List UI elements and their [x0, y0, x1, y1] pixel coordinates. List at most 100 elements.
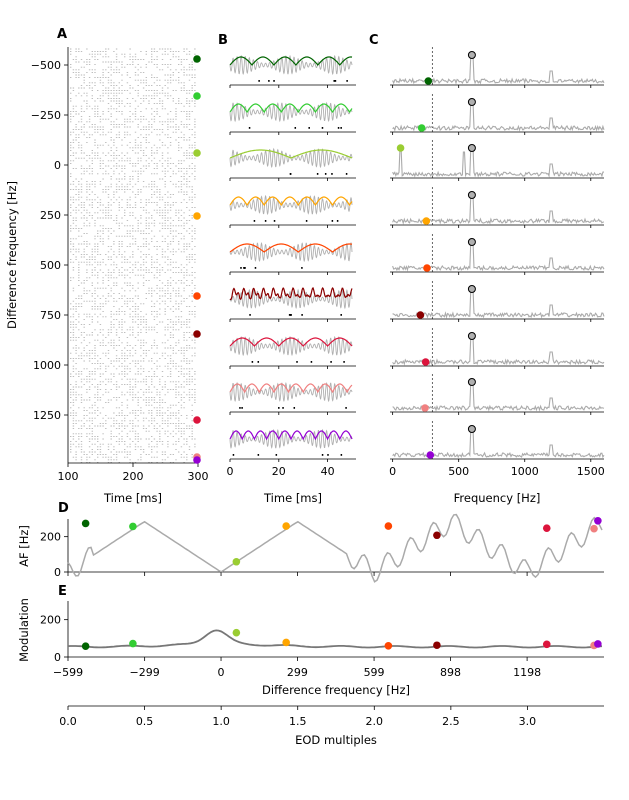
y-tick-label: −250 [31, 109, 61, 122]
waveform-row [229, 428, 356, 462]
raster-panel: −500 −250 0 250 500 750 1000 1250 100 200 300 Time… [5, 47, 209, 505]
spike-mark [345, 407, 347, 409]
x-tick-label: 0 [218, 666, 225, 679]
x-axis-label: Time [ms] [263, 491, 322, 505]
spike-mark [239, 407, 241, 409]
spike-mark [241, 407, 243, 409]
y-axis-label: AF [Hz] [17, 525, 31, 567]
eod-axis: 0.0 0.5 1.0 1.5 2.0 2.5 3.0 EOD multiples [59, 705, 604, 747]
panel-label-b: B [218, 33, 228, 48]
panel-label-d: D [58, 501, 69, 516]
data-point [232, 557, 241, 566]
df-marker [421, 404, 429, 412]
waveform-panel: 0 20 40 Time [ms] [227, 54, 356, 505]
eod-peak-marker [467, 191, 476, 199]
spike-mark [340, 127, 342, 129]
x-tick-label: 1500 [577, 465, 605, 478]
af-curve: 0 200 [40, 513, 603, 583]
spike-mark [308, 127, 310, 129]
data-point [232, 628, 241, 637]
spike-mark [257, 361, 260, 363]
x-tick-label: 2.0 [366, 715, 384, 728]
axis-ticks: 0.0 0.5 1.0 1.5 2.0 2.5 3.0 [59, 706, 536, 728]
x-axis-label: EOD multiples [295, 733, 377, 747]
df-marker [396, 144, 405, 152]
x-tick-label: 0.5 [136, 715, 154, 728]
axis-ticks: −500 −250 0 250 500 750 1000 1250 100 200 300 [31, 59, 209, 483]
x-tick-label: 100 [58, 470, 79, 483]
power-spectrum [392, 428, 605, 459]
spike-raster-dots [70, 48, 196, 463]
spike-mark [278, 407, 280, 409]
y-tick-label: 0 [54, 566, 61, 579]
eod-peak-marker [467, 144, 476, 152]
spike-mark [290, 314, 292, 316]
waveform-row [229, 101, 356, 135]
df-marker [423, 264, 431, 272]
spike-mark [330, 361, 332, 363]
data-point [590, 524, 598, 533]
y-tick-label: −500 [31, 59, 61, 72]
spike-mark [289, 173, 292, 175]
spike-mark [345, 173, 348, 175]
envelope-trace [229, 149, 353, 159]
eod-peak-marker [467, 332, 476, 340]
eod-peak-marker [467, 378, 476, 386]
df-marker [193, 212, 201, 220]
df-marker [416, 311, 425, 319]
spike-mark [253, 220, 256, 222]
df-marker [193, 330, 201, 338]
data-point [594, 516, 602, 525]
df-marker [193, 149, 201, 157]
x-tick-label: 200 [123, 470, 144, 483]
y-tick-label: 750 [40, 309, 61, 322]
df-marker [421, 358, 430, 366]
data-point [384, 642, 393, 650]
eod-peak-marker [467, 51, 476, 59]
x-tick-label: 1.5 [289, 715, 307, 728]
spectrum-rows: 0 500 1000 1500 [389, 47, 605, 478]
x-tick-label: 40 [321, 465, 335, 478]
spectrum-row [390, 421, 605, 462]
carrier-trace [229, 101, 353, 123]
spike-mark [273, 80, 275, 82]
eod-peak-marker [467, 285, 476, 293]
x-tick-label: −599 [53, 666, 83, 679]
spectrum-row [390, 281, 605, 322]
x-tick-label: 2.5 [442, 715, 460, 728]
data-point [594, 640, 602, 648]
waveform-row [229, 54, 356, 88]
waveform-row [229, 194, 356, 228]
spike-mark [331, 220, 334, 222]
spectrum-row [390, 140, 604, 181]
spike-mark [334, 80, 337, 82]
carrier-trace [229, 381, 353, 403]
spike-mark [275, 454, 278, 456]
spike-mark [343, 361, 345, 363]
df-marker [417, 124, 426, 132]
spike-mark [248, 127, 251, 129]
df-marker [426, 451, 435, 459]
x-axis-label: Time [ms] [103, 491, 162, 505]
curve [67, 513, 603, 583]
df-marker [424, 77, 433, 85]
spectrum-row [390, 187, 605, 228]
spike-mark [321, 127, 324, 129]
data-point [433, 531, 441, 540]
waveform-row [229, 287, 356, 322]
x-tick-label: 300 [188, 470, 209, 483]
waveform-row [229, 147, 356, 181]
data-point [433, 641, 441, 650]
x-tick-label: 0 [227, 465, 234, 478]
af-panel: 0 200 AF [Hz] [17, 513, 604, 583]
data-point [81, 519, 90, 528]
spike-mark [301, 267, 303, 269]
spike-mark [294, 127, 297, 129]
spike-mark [257, 454, 260, 456]
spike-mark [346, 80, 348, 82]
spike-mark [264, 220, 267, 222]
envelope-trace [229, 430, 353, 441]
spike-mark [333, 80, 335, 82]
x-tick-label: 1198 [513, 666, 541, 679]
